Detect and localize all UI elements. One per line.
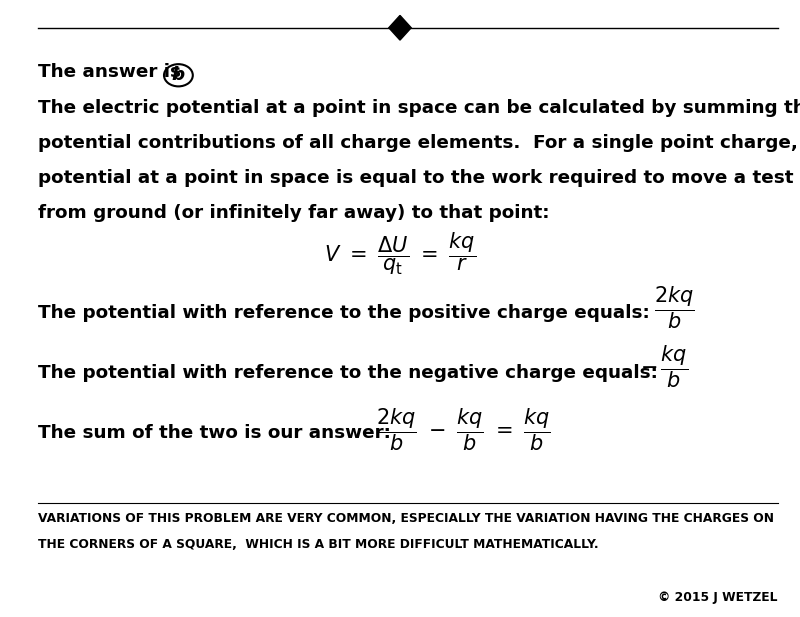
Text: potential contributions of all charge elements.  For a single point charge, the: potential contributions of all charge el… [38, 134, 800, 152]
Text: The electric potential at a point in space can be calculated by summing the: The electric potential at a point in spa… [38, 99, 800, 117]
Text: b: b [172, 66, 185, 85]
Polygon shape [389, 15, 411, 40]
Text: from ground (or infinitely far away) to that point:: from ground (or infinitely far away) to … [38, 204, 550, 222]
Text: THE CORNERS OF A SQUARE,  WHICH IS A BIT MORE DIFFICULT MATHEMATICALLY.: THE CORNERS OF A SQUARE, WHICH IS A BIT … [38, 538, 599, 551]
Text: © 2015 J WETZEL: © 2015 J WETZEL [658, 591, 778, 604]
Text: The potential with reference to the positive charge equals:: The potential with reference to the posi… [38, 304, 650, 323]
Text: The answer is: The answer is [38, 63, 188, 81]
Text: The sum of the two is our answer:: The sum of the two is our answer: [38, 424, 391, 442]
Text: VARIATIONS OF THIS PROBLEM ARE VERY COMMON, ESPECIALLY THE VARIATION HAVING THE : VARIATIONS OF THIS PROBLEM ARE VERY COMM… [38, 512, 774, 525]
Text: potential at a point in space is equal to the work required to move a test charg: potential at a point in space is equal t… [38, 169, 800, 187]
Text: $\dfrac{2kq}{b}$: $\dfrac{2kq}{b}$ [654, 284, 694, 331]
Text: $-\,\dfrac{kq}{b}$: $-\,\dfrac{kq}{b}$ [640, 344, 688, 391]
Text: $V \ = \ \dfrac{\Delta U}{q_{\mathrm{t}}} \ = \ \dfrac{kq}{r}$: $V \ = \ \dfrac{\Delta U}{q_{\mathrm{t}}… [324, 231, 476, 278]
Text: $\dfrac{2kq}{b} \ - \ \dfrac{kq}{b} \ = \ \dfrac{kq}{b}$: $\dfrac{2kq}{b} \ - \ \dfrac{kq}{b} \ = … [376, 407, 551, 453]
Text: The potential with reference to the negative charge equals:: The potential with reference to the nega… [38, 364, 658, 383]
